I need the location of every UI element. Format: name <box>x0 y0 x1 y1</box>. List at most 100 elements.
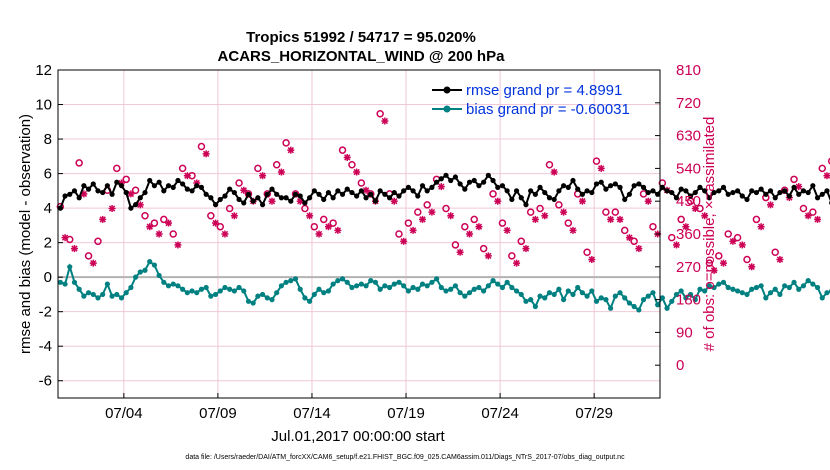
obs-assimilated-stroke <box>682 223 690 230</box>
bias-point <box>612 293 618 299</box>
bias-point <box>758 283 764 289</box>
bias-point <box>415 286 421 292</box>
obs-possible-point <box>282 139 290 147</box>
rmse-point <box>692 189 698 196</box>
rmse-point <box>170 184 176 190</box>
obs-assimilated-point <box>814 215 822 223</box>
rmse-point <box>377 188 383 194</box>
obs-possible-point <box>517 237 526 246</box>
bias-point <box>730 286 736 292</box>
rmse-point <box>786 193 792 199</box>
rmse-point <box>142 189 148 196</box>
y-tick-label: 0 <box>44 269 52 286</box>
rmse-point <box>151 183 158 189</box>
y-tick-label: -4 <box>39 338 52 355</box>
rmse-point <box>452 174 459 180</box>
obs-possible-point <box>479 244 488 253</box>
rmse-point <box>335 188 341 194</box>
rmse-point <box>673 195 680 201</box>
rmse-point <box>302 200 308 206</box>
obs-assimilated-stroke <box>513 260 520 267</box>
obs-possible-point <box>536 204 544 213</box>
bias-point <box>330 281 336 287</box>
obs-assimilated-stroke <box>767 201 774 208</box>
rmse-point <box>137 195 143 201</box>
plot-background <box>58 70 660 398</box>
bias-point <box>589 288 595 294</box>
obs-assimilated-stroke <box>221 230 229 238</box>
bias-point <box>711 284 717 291</box>
rmse-point <box>109 191 115 197</box>
obs-assimilated-point <box>165 219 173 227</box>
bias-point <box>297 286 303 292</box>
obs-assimilated-stroke <box>626 234 633 241</box>
bias-point <box>551 291 557 298</box>
rmse-point <box>62 193 68 199</box>
obs-assimilated-point <box>409 226 417 234</box>
y-axis-label: rmse and bias (model - observation) <box>17 114 34 354</box>
rmse-point <box>824 188 830 194</box>
rmse-point <box>245 191 252 197</box>
obs-assimilated-point <box>531 215 539 223</box>
rmse-point <box>241 200 247 206</box>
rmse-point <box>391 189 397 196</box>
rmse-point <box>278 195 284 201</box>
rmse-point <box>288 198 294 204</box>
bias-point <box>81 293 87 299</box>
y-tick-label: 10 <box>35 97 52 114</box>
obs-possible-point <box>545 161 554 169</box>
bias-point <box>513 288 520 294</box>
rmse-point <box>504 188 510 194</box>
obs-assimilated-point <box>776 256 784 264</box>
rmse-point <box>443 172 449 178</box>
bias-point <box>231 288 237 294</box>
rmse-point <box>354 193 360 199</box>
obs-assimilated-point <box>719 259 727 267</box>
obs-assimilated-stroke <box>569 227 577 234</box>
rmse-point <box>495 184 501 190</box>
y2-tick-label: 450 <box>676 193 701 210</box>
obs-assimilated-stroke <box>268 198 276 205</box>
obs-assimilated-stroke <box>61 234 69 241</box>
obs-possible-point <box>733 233 742 242</box>
bias-point <box>626 300 633 306</box>
bias-point <box>208 293 214 299</box>
obs-assimilated-stroke <box>588 256 595 263</box>
bias-point <box>368 278 374 284</box>
obs-assimilated-point <box>729 237 737 245</box>
rmse-point <box>438 176 444 182</box>
obs-assimilated-stroke <box>127 190 135 198</box>
bias-point <box>650 290 656 296</box>
obs-assimilated-point <box>315 230 323 238</box>
bias-point <box>142 267 148 273</box>
rmse-point <box>650 188 656 194</box>
bias-point <box>664 305 670 311</box>
obs-assimilated-stroke <box>635 245 642 252</box>
bias-point <box>156 272 162 279</box>
bias-point <box>203 284 209 291</box>
obs-possible-point <box>122 175 130 184</box>
x-tick-label: 07/24 <box>481 405 519 422</box>
bias-point <box>128 284 134 291</box>
bias-point <box>95 295 101 301</box>
x-tick-label: 07/29 <box>575 405 613 422</box>
bias-point <box>457 290 463 296</box>
bias-point <box>443 288 449 294</box>
obs-assimilated-stroke <box>579 198 586 205</box>
obs-possible-point <box>310 222 319 231</box>
obs-assimilated-stroke <box>99 216 106 223</box>
rmse-point <box>396 193 402 199</box>
bias-point <box>739 290 745 296</box>
y2-tick-label: 630 <box>676 128 701 145</box>
rmse-point <box>208 195 214 201</box>
obs-possible-point <box>329 219 337 227</box>
obs-assimilated-point <box>738 241 746 249</box>
bias-point <box>603 297 609 303</box>
rmse-point <box>523 202 529 208</box>
rmse-point <box>767 188 774 194</box>
bias-point <box>504 279 510 285</box>
obs-possible-point <box>150 219 159 227</box>
obs-assimilated-stroke <box>466 230 473 238</box>
bias-point <box>499 284 506 291</box>
rmse-point <box>297 193 303 199</box>
